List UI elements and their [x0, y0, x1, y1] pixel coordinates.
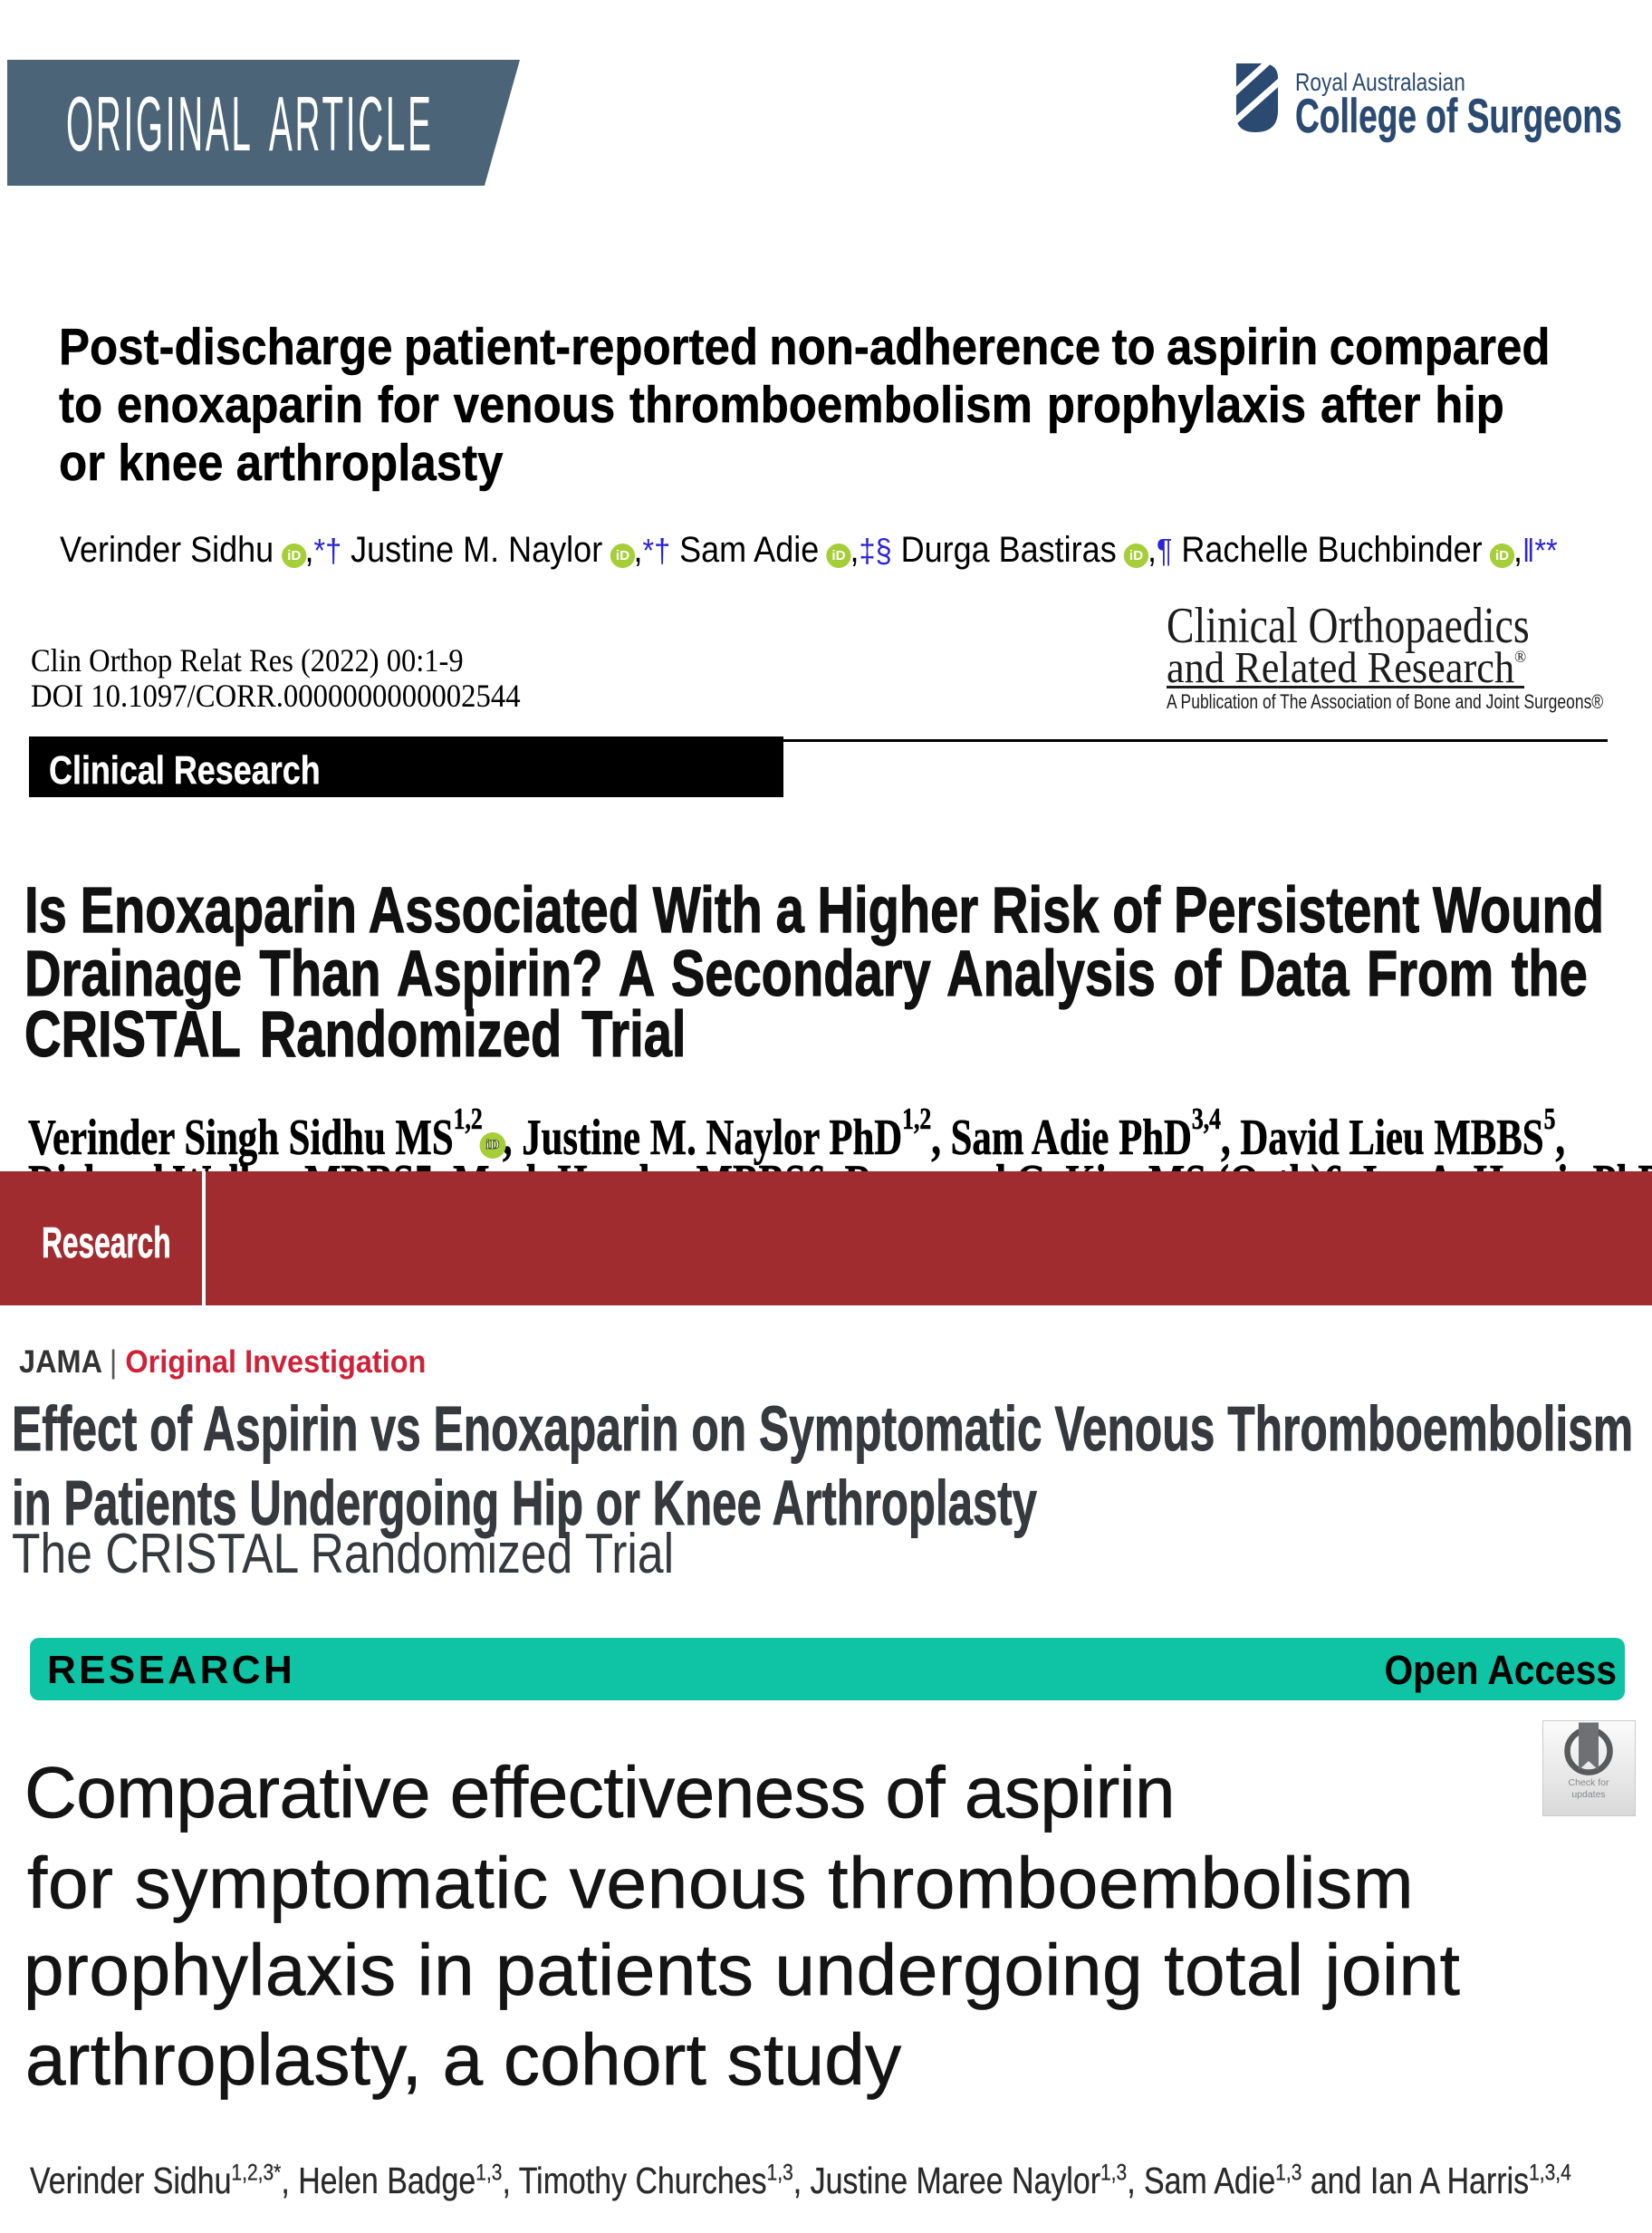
svg-text:Check for: Check for — [1569, 1777, 1609, 1788]
svg-text:updates: updates — [1571, 1789, 1605, 1800]
